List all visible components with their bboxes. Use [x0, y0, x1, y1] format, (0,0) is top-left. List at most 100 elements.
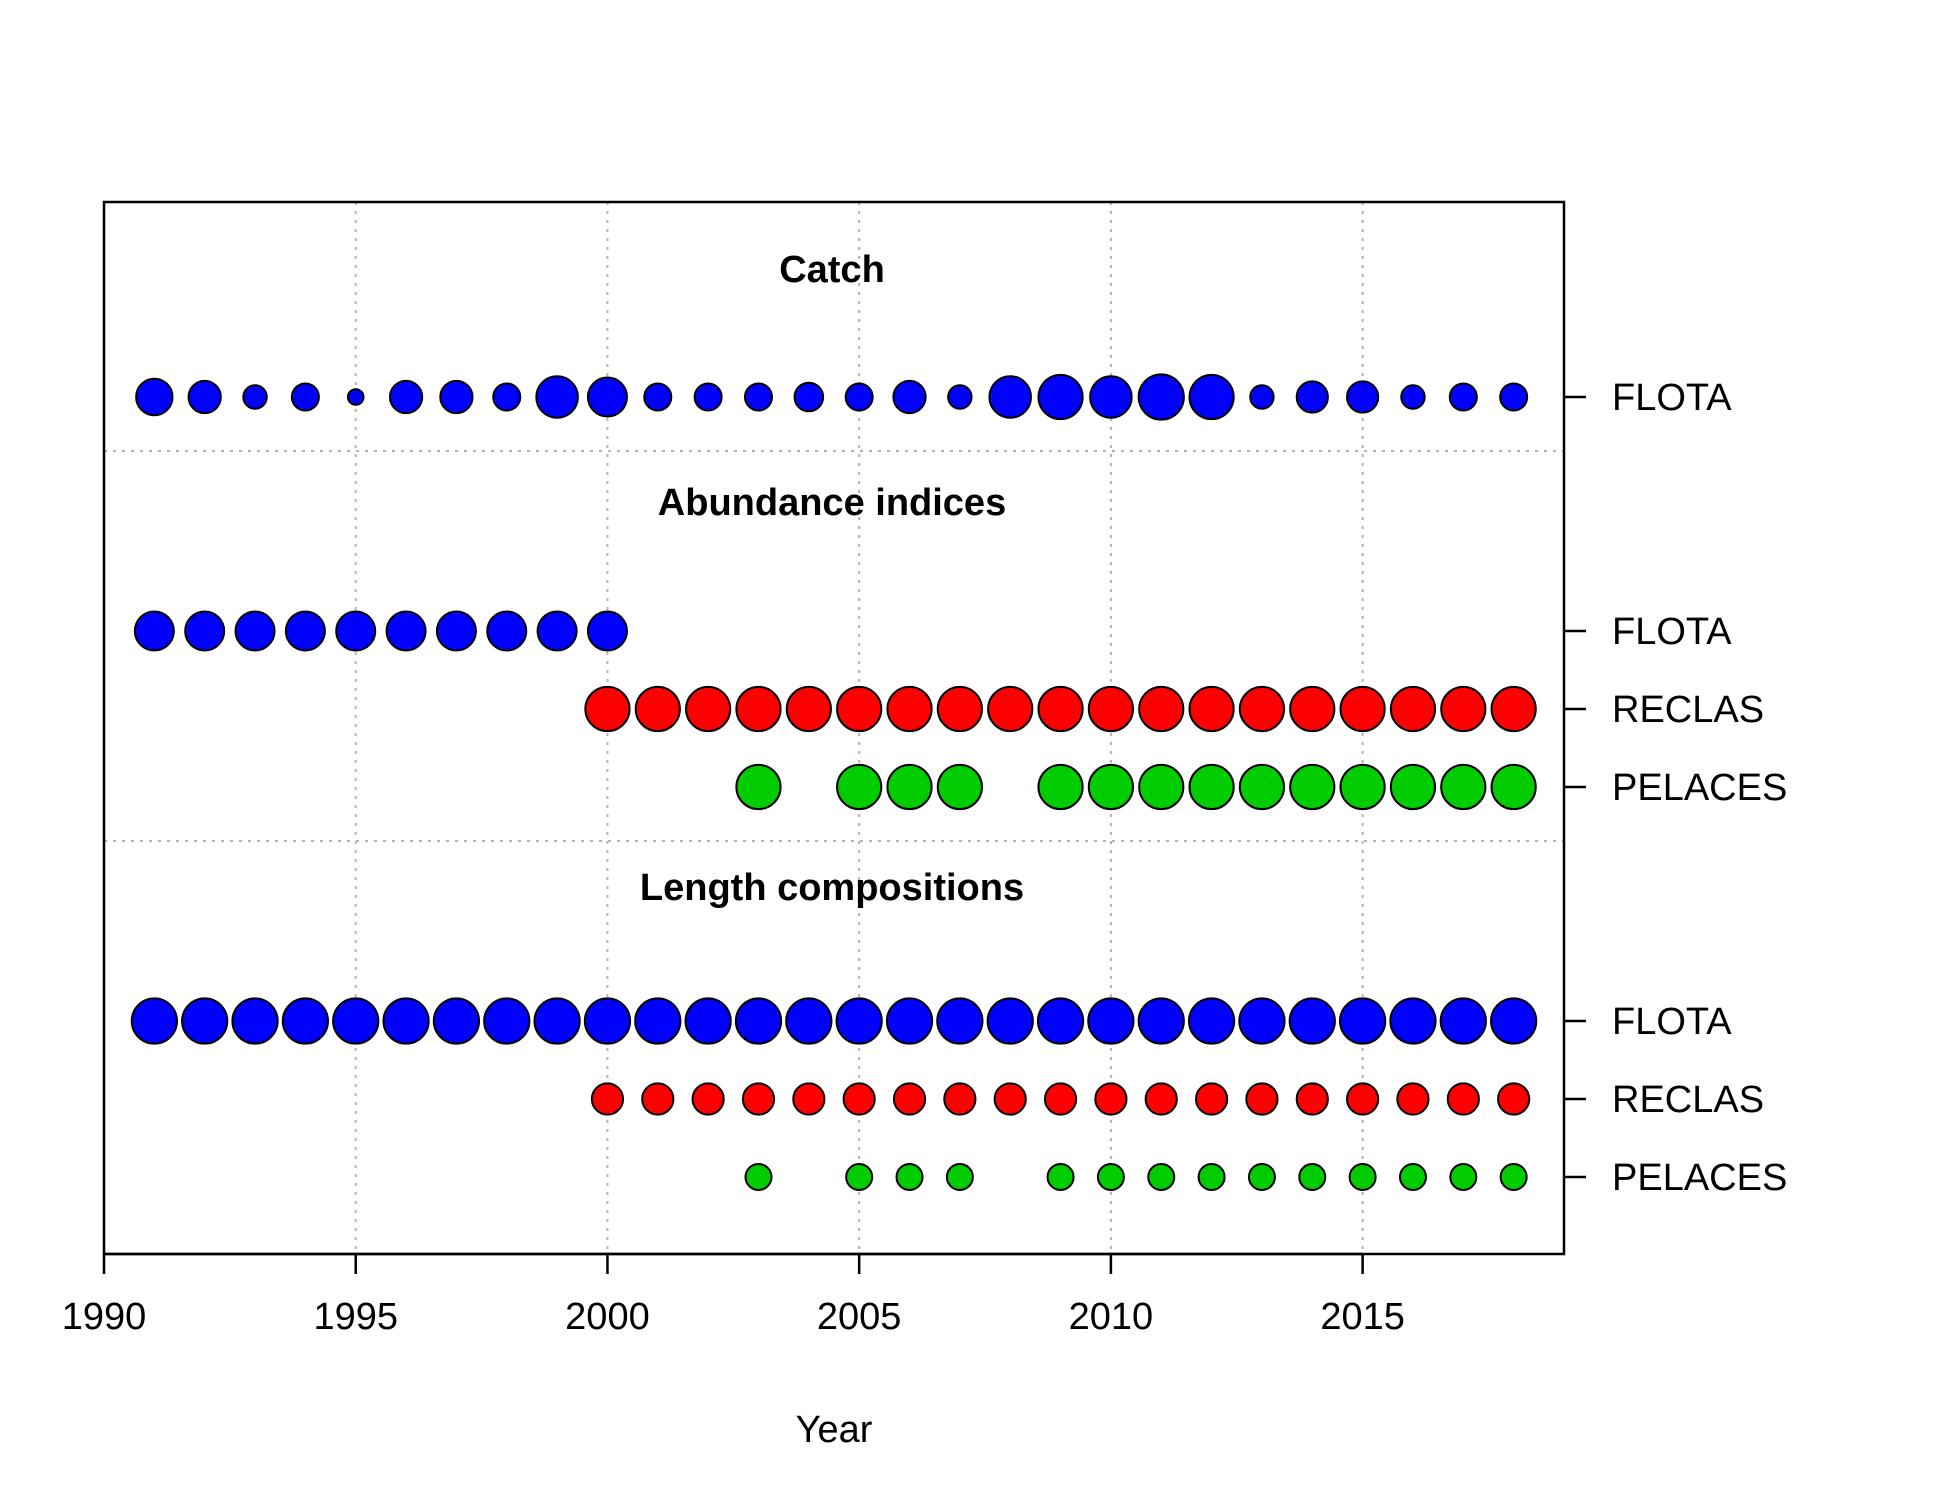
bubble-3-reclas-2013: [1245, 1082, 1279, 1116]
bubble-3-flota-2013: [1238, 997, 1286, 1045]
bubble-3-pelaces-2005: [845, 1163, 874, 1191]
bubble-3-flota-2000: [583, 997, 632, 1045]
bubble-2-reclas-2002: [685, 685, 732, 733]
bubble-3-reclas-2007: [943, 1082, 977, 1116]
bubble-3-pelaces-2006: [895, 1163, 924, 1191]
bubble-2-reclas-2017: [1440, 685, 1487, 733]
bubble-3-flota-2004: [785, 997, 833, 1045]
bubble-3-reclas-2017: [1446, 1082, 1480, 1116]
bubble-2-reclas-2003: [735, 685, 782, 733]
bubble-3-flota-1997: [432, 997, 481, 1045]
section-title-2: Abundance indices: [658, 482, 1006, 524]
bubble-3-reclas-2005: [842, 1082, 876, 1116]
bubble-3-flota-1995: [332, 997, 380, 1045]
bubble-1-flota-1995: [346, 388, 365, 406]
bubble-3-reclas-2004: [792, 1082, 826, 1116]
bubble-2-reclas-2006: [886, 685, 933, 733]
bubble-3-reclas-2006: [892, 1082, 927, 1116]
bubble-1-flota-2018: [1499, 382, 1529, 412]
bubble-3-flota-2003: [734, 997, 783, 1045]
bubble-2-pelaces-2006: [886, 763, 933, 811]
bubble-3-flota-1992: [181, 997, 229, 1045]
bubble-1-flota-1991: [135, 377, 174, 417]
bubble-3-pelaces-2016: [1398, 1163, 1427, 1191]
bubble-2-pelaces-2011: [1138, 763, 1185, 811]
x-tick-label-2015: 2015: [1320, 1296, 1405, 1338]
bubble-2-reclas-2010: [1087, 685, 1134, 733]
bubble-3-pelaces-2012: [1197, 1163, 1226, 1191]
bubble-3-flota-2007: [936, 997, 984, 1045]
bubble-2-reclas-2001: [634, 685, 681, 733]
bubble-1-flota-2001: [643, 382, 673, 412]
bubble-3-reclas-2014: [1295, 1082, 1329, 1116]
bubble-2-reclas-2018: [1490, 685, 1537, 733]
bubble-2-pelaces-2003: [735, 763, 782, 811]
x-axis-title: Year: [796, 1409, 873, 1451]
bubble-3-flota-1994: [281, 997, 329, 1045]
x-tick-label-2000: 2000: [565, 1296, 650, 1338]
bubble-3-flota-1991: [130, 997, 178, 1045]
bubble-1-flota-2011: [1137, 373, 1185, 421]
bubble-3-flota-2018: [1490, 997, 1538, 1045]
bubble-2-pelaces-2013: [1238, 763, 1286, 811]
bubble-2-flota-2000: [586, 610, 628, 652]
x-tick-label-1995: 1995: [313, 1296, 398, 1338]
bubble-3-flota-1999: [533, 997, 581, 1045]
row-label-3-pelaces: PELACES: [1612, 1157, 1787, 1199]
bubble-1-flota-1998: [492, 382, 522, 412]
bubble-3-flota-2017: [1439, 997, 1487, 1045]
row-label-3-reclas: RECLAS: [1612, 1079, 1764, 1121]
bubble-3-flota-2009: [1036, 997, 1085, 1045]
bubble-3-flota-2015: [1339, 997, 1387, 1045]
bubble-3-reclas-2001: [641, 1082, 675, 1116]
bubble-1-flota-2013: [1249, 384, 1275, 410]
bubble-2-reclas-2000: [584, 685, 631, 733]
bubble-2-flota-1995: [335, 610, 377, 652]
bubble-2-reclas-2016: [1389, 685, 1437, 733]
bubble-1-flota-1994: [290, 382, 320, 412]
bubble-2-reclas-2013: [1238, 685, 1286, 733]
bubble-1-flota-2016: [1400, 384, 1426, 410]
row-label-3-flota: FLOTA: [1612, 1001, 1732, 1043]
bubble-3-pelaces-2007: [945, 1163, 974, 1191]
bubble-2-flota-1999: [536, 610, 578, 652]
bubble-2-pelaces-2005: [836, 763, 883, 811]
bubble-2-flota-1993: [234, 610, 276, 652]
bubble-2-reclas-2004: [785, 685, 832, 733]
bubble-1-flota-2007: [947, 384, 973, 410]
text-layer: Catch FLOTA Abundance indices FLOTA RECLAS PE…: [640, 249, 1787, 1199]
bubble-2-pelaces-2017: [1440, 763, 1487, 811]
bubble-2-reclas-2015: [1339, 685, 1386, 733]
bubble-3-pelaces-2018: [1499, 1163, 1528, 1191]
bubble-2-reclas-2008: [987, 685, 1034, 733]
bubble-2-flota-1994: [284, 610, 326, 652]
bubble-2-reclas-2005: [836, 685, 883, 733]
section-title-3: Length compositions: [640, 867, 1024, 909]
bubble-2-reclas-2009: [1037, 685, 1084, 733]
bubble-3-pelaces-2003: [744, 1163, 773, 1191]
bubble-3-reclas-2000: [590, 1082, 625, 1116]
bubble-1-flota-1996: [388, 379, 424, 415]
bubble-1-flota-2004: [793, 381, 825, 413]
bubble-3-pelaces-2011: [1147, 1163, 1176, 1191]
bubble-3-reclas-2008: [993, 1082, 1027, 1116]
bubble-3-flota-2001: [634, 997, 682, 1045]
bubble-2-pelaces-2012: [1188, 763, 1235, 811]
axis-layer: 1990 1995 2000 2005 2010 2015: [62, 395, 1586, 1338]
plot-frame: [102, 200, 1566, 1256]
bubble-1-flota-1997: [439, 379, 474, 415]
bubble-3-reclas-2016: [1396, 1082, 1430, 1116]
bubble-3-pelaces-2013: [1247, 1163, 1276, 1191]
bubble-1-flota-2008: [988, 375, 1033, 419]
bubble-3-reclas-2002: [691, 1082, 725, 1116]
bubble-2-pelaces-2018: [1490, 763, 1537, 811]
bubble-2-pelaces-2010: [1087, 763, 1134, 811]
bubble-2-flota-1998: [486, 610, 528, 652]
bubble-3-reclas-2011: [1144, 1082, 1178, 1116]
x-tick-label-2010: 2010: [1069, 1296, 1154, 1338]
bubble-3-flota-2006: [885, 997, 934, 1045]
bubble-2-reclas-2012: [1188, 685, 1235, 733]
bubble-1-flota-2009: [1037, 373, 1084, 421]
bubble-3-flota-2002: [684, 997, 732, 1045]
row-label-2-pelaces: PELACES: [1612, 767, 1787, 809]
